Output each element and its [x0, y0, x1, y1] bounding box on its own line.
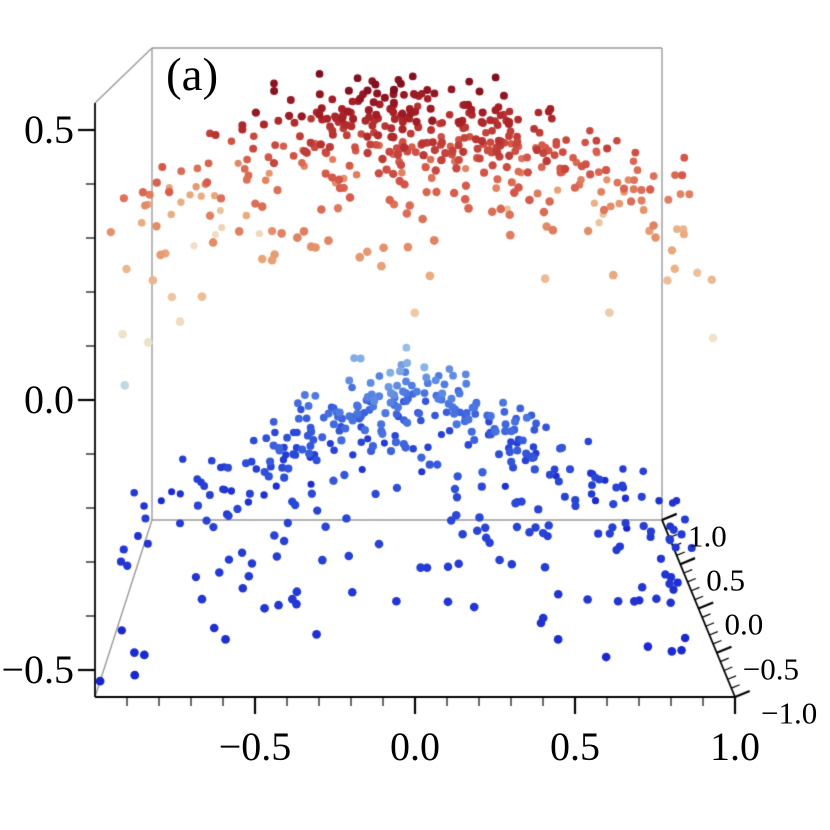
panel-label: (a): [166, 49, 219, 101]
